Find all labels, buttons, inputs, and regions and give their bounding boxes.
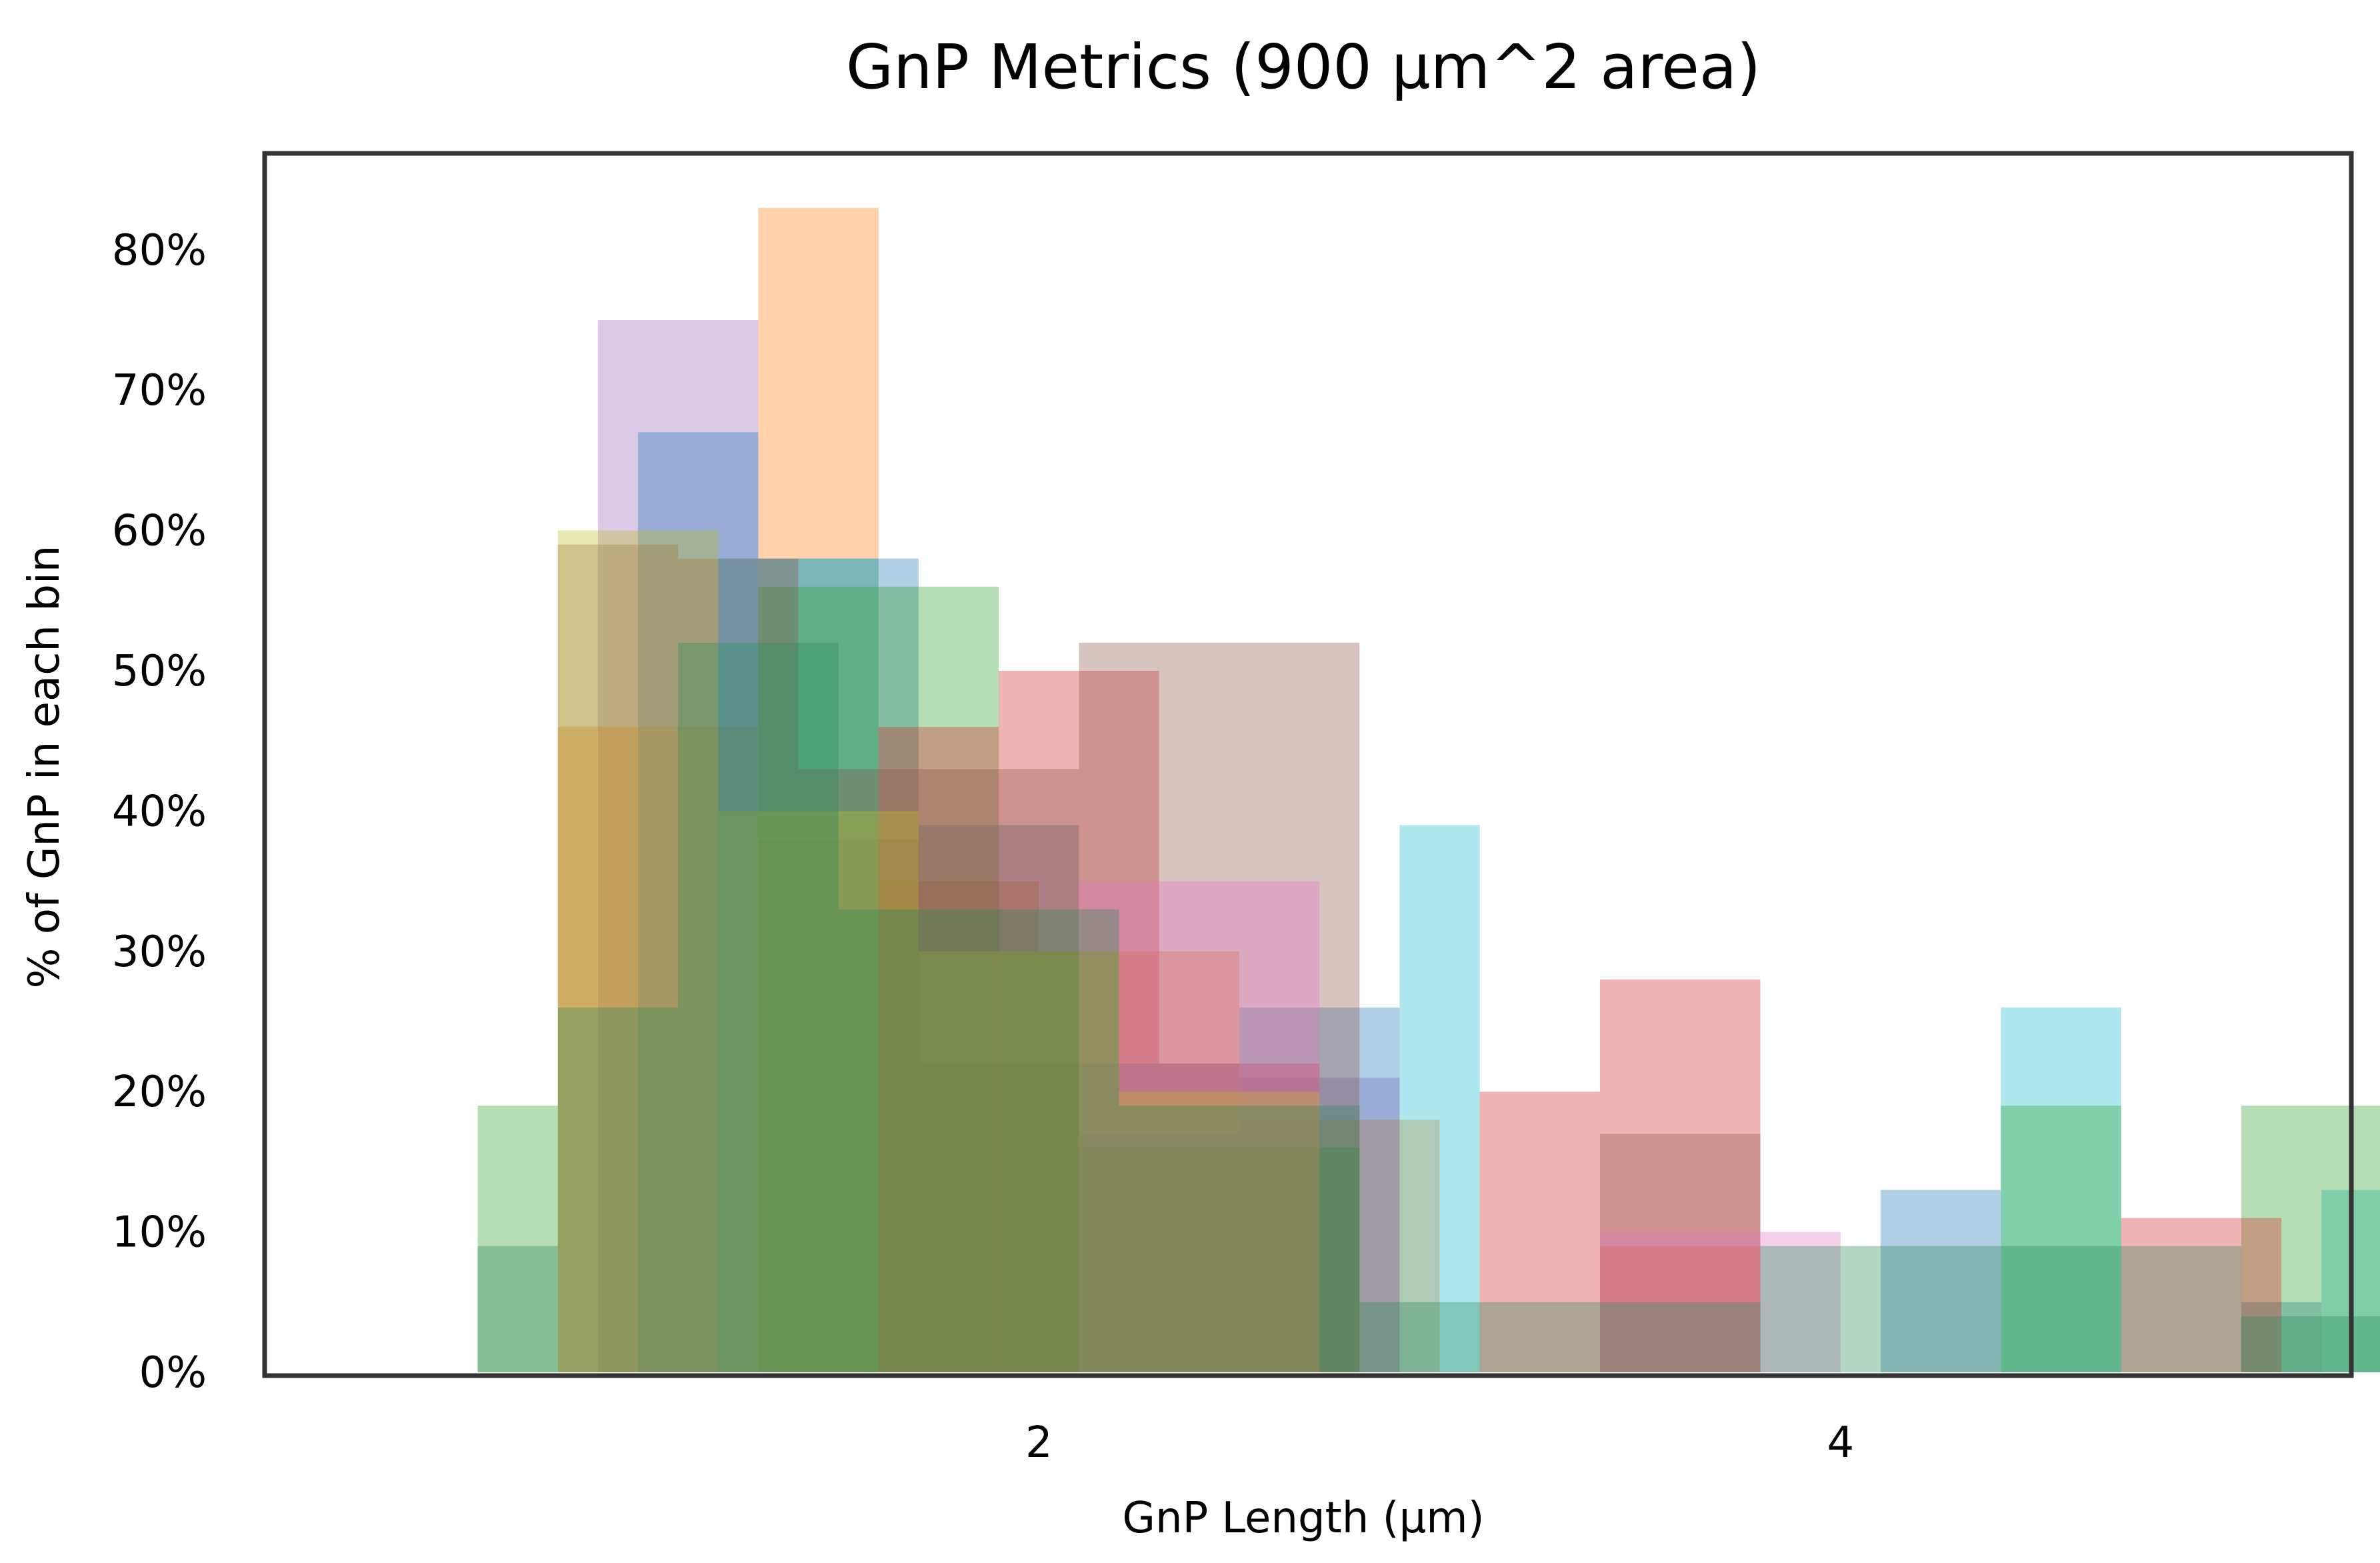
y-tick-label: 30% <box>112 928 207 977</box>
histogram-series <box>1079 881 1841 1372</box>
histogram-bar <box>2001 1246 2242 1372</box>
histogram-bar <box>1119 1092 1320 1372</box>
histogram-bar <box>477 1246 558 1372</box>
histogram-bar <box>678 642 839 1372</box>
histogram-bar <box>1119 1106 1360 1372</box>
y-axis-label: % of GnP in each bin <box>20 545 69 989</box>
y-tick-label: 0% <box>139 1348 207 1398</box>
histogram-bar <box>798 769 1079 1372</box>
histogram-bar <box>597 320 759 1372</box>
histogram-series <box>878 671 2282 1372</box>
y-tick-labels: 0% 10% 20% 30% 40% 50% 60% 70% 80% <box>112 226 207 1398</box>
histogram-bar <box>918 1064 1079 1372</box>
x-tick-labels: 246810 <box>1025 1418 1854 1468</box>
histogram-bar <box>718 811 919 1372</box>
histogram-series <box>477 586 2380 1372</box>
histogram-bar <box>1600 1134 1761 1372</box>
y-tick-label: 40% <box>112 787 207 836</box>
x-tick-label: 2 <box>1025 1418 1053 1468</box>
histogram-bar <box>557 1008 679 1372</box>
histogram-bar <box>1079 642 1360 1372</box>
histogram-bar <box>1079 881 1320 1372</box>
histogram-bar <box>878 881 1039 1372</box>
histogram-bar <box>1760 1246 2001 1372</box>
y-tick-label: 50% <box>112 647 207 696</box>
histogram-bar <box>2241 1316 2380 1372</box>
histogram-bar <box>2241 1302 2322 1372</box>
histogram-bar <box>638 432 759 1372</box>
histogram-bar <box>2001 1106 2121 1372</box>
y-tick-label: 80% <box>112 226 207 275</box>
y-tick-label: 70% <box>112 366 207 415</box>
histogram-bar <box>557 544 679 1372</box>
histogram-bar <box>2241 1106 2380 1372</box>
histogram-bar <box>557 530 719 1372</box>
histogram-bar <box>1880 1190 2001 1372</box>
histogram-series <box>718 558 2380 1373</box>
histogram-series <box>477 642 2380 1372</box>
histogram-bar <box>1399 825 1480 1372</box>
histogram-bar <box>1079 1134 1239 1372</box>
histogram-bar <box>1600 979 1761 1372</box>
histogram-series <box>557 530 1320 1372</box>
histogram-bar <box>1239 1120 1440 1372</box>
histogram-bar <box>1600 1232 1841 1372</box>
histogram-bar <box>999 951 1079 1372</box>
x-tick-label: 4 <box>1827 1418 1854 1468</box>
histogram-bar <box>2121 1218 2282 1372</box>
bars-layer <box>477 207 2380 1373</box>
histogram-bar <box>678 558 799 1373</box>
histogram-bar <box>1359 1302 1761 1372</box>
histogram-bar <box>758 558 919 1373</box>
histogram-bar <box>1239 1078 1400 1372</box>
histogram-bar <box>838 909 1119 1372</box>
histogram-series <box>597 320 1400 1372</box>
histogram-series <box>557 544 1761 1373</box>
histogram-bar <box>477 1106 558 1372</box>
histogram-bar <box>1239 1008 1400 1372</box>
chart-title: GnP Metrics (900 µm^2 area) <box>846 31 1761 103</box>
y-tick-label: 20% <box>112 1068 207 1117</box>
histogram-bar <box>1479 1092 1600 1372</box>
histogram-bar <box>1159 1064 1320 1372</box>
histogram-bar <box>1079 1148 1360 1372</box>
histogram-bar <box>918 951 1119 1372</box>
histogram-series <box>638 432 2322 1373</box>
histogram-bar <box>2001 1008 2121 1372</box>
histogram-bar <box>557 727 759 1372</box>
histogram-bar <box>758 839 919 1372</box>
histogram-bar <box>878 727 999 1372</box>
histogram-bar <box>999 671 1159 1372</box>
histogram-bar <box>758 586 999 1372</box>
histogram-bar <box>1079 1064 1239 1372</box>
histogram-bar <box>718 558 879 1373</box>
y-tick-label: 60% <box>112 507 207 556</box>
histogram-series <box>557 207 1761 1373</box>
histogram-bar <box>918 825 1079 1372</box>
histogram-bar <box>1600 1246 1761 1372</box>
x-axis-label: GnP Length (µm) <box>1122 1494 1484 1543</box>
y-tick-label: 10% <box>112 1208 207 1258</box>
histogram-bar <box>1039 951 1239 1372</box>
histogram-bar <box>758 207 879 1373</box>
plot-frame <box>262 151 2354 1378</box>
